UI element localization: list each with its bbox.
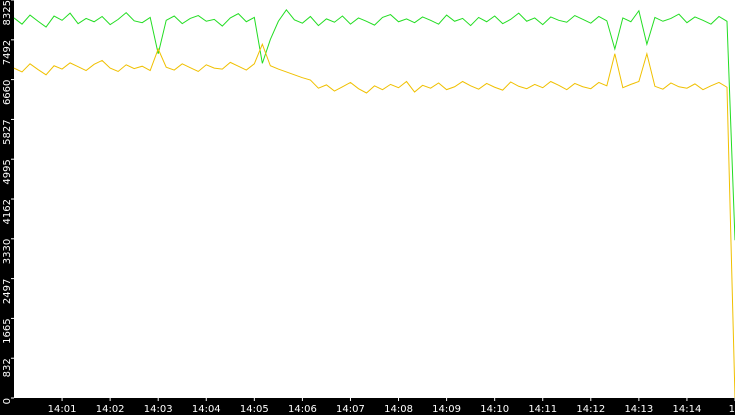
x-tick-label: 14:02 — [96, 404, 125, 415]
x-tick-label: 14:10 — [480, 404, 509, 415]
x-tick-label: 14:11 — [528, 404, 557, 415]
x-tick-label: 14:04 — [192, 404, 221, 415]
y-tick-label: 0 — [2, 398, 13, 404]
y-tick-label: 4995 — [2, 159, 13, 184]
x-tick-label: 14:03 — [144, 404, 173, 415]
plot-area — [14, 0, 735, 398]
y-tick-label: 5827 — [2, 119, 13, 144]
x-tick-label: 14 — [729, 404, 735, 415]
line-series — [13, 42, 735, 399]
x-tick-label: 14:13 — [624, 404, 653, 415]
y-tick-label: 4162 — [2, 199, 13, 224]
x-tick-label: 14:08 — [384, 404, 413, 415]
y-tick-label: 1665 — [2, 318, 13, 343]
y-tick-label: 7492 — [2, 40, 13, 65]
y-tick-label: 8325 — [2, 0, 13, 25]
x-tick-label: 14:12 — [576, 404, 605, 415]
x-tick-label: 14:06 — [288, 404, 317, 415]
x-tick-label: 14:07 — [336, 404, 365, 415]
x-tick-label: 14:05 — [240, 404, 269, 415]
y-tick-label: 2497 — [2, 279, 13, 304]
x-tick-label: 14:01 — [48, 404, 77, 415]
y-tick-label: 832 — [2, 358, 13, 377]
line-series — [13, 8, 735, 241]
x-tick-label: 14:14 — [673, 404, 702, 415]
x-tick-label: 14:09 — [432, 404, 461, 415]
y-tick-label: 6660 — [2, 80, 13, 105]
y-tick-label: 3330 — [2, 239, 13, 264]
